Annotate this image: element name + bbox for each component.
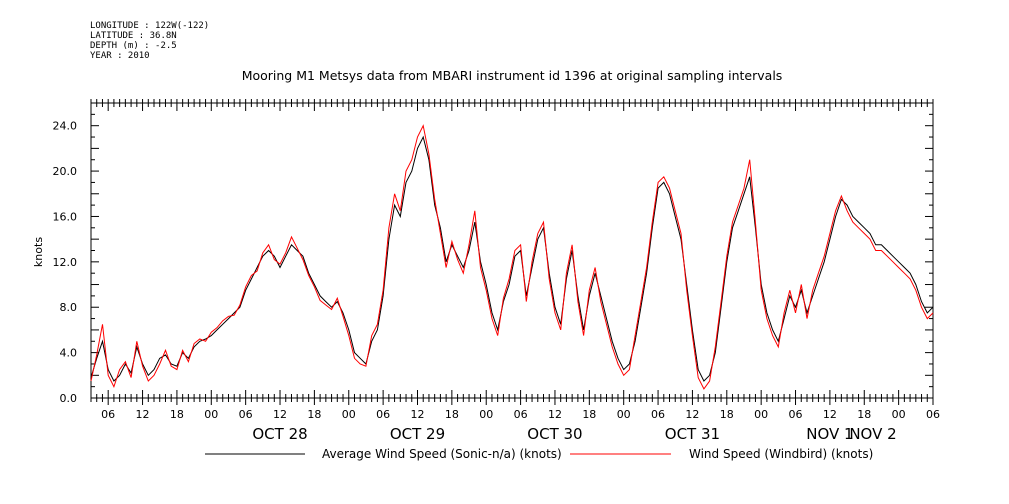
x-tick-label: 06 bbox=[239, 408, 253, 421]
x-tick-label: 18 bbox=[582, 408, 596, 421]
x-tick-label: 00 bbox=[204, 408, 218, 421]
y-tick-label: 16.0 bbox=[53, 210, 78, 223]
x-tick-label: 06 bbox=[926, 408, 940, 421]
y-tick-label: 12.0 bbox=[53, 256, 78, 269]
legend-label-windbird: Wind Speed (Windbird) (knots) bbox=[689, 447, 873, 461]
x-tick-label: 18 bbox=[720, 408, 734, 421]
x-day-label: OCT 29 bbox=[390, 425, 445, 443]
x-tick-label: 06 bbox=[514, 408, 528, 421]
series-windbird-line bbox=[90, 124, 934, 390]
x-tick-label: 00 bbox=[342, 408, 356, 421]
x-day-label: OCT 28 bbox=[252, 425, 307, 443]
x-tick-label: 00 bbox=[617, 408, 631, 421]
x-tick-label: 00 bbox=[479, 408, 493, 421]
x-day-label: OCT 31 bbox=[665, 425, 720, 443]
y-tick-label: 4.0 bbox=[60, 347, 78, 360]
x-tick-label: 12 bbox=[273, 408, 287, 421]
y-tick-label: 24.0 bbox=[53, 120, 78, 133]
station-metadata: LONGITUDE : 122W(-122) LATITUDE : 36.8N … bbox=[90, 21, 209, 61]
meta-depth: DEPTH (m) : -2.5 bbox=[90, 41, 177, 51]
x-tick-label: 18 bbox=[170, 408, 184, 421]
x-day-label: NOV 2 bbox=[849, 425, 896, 443]
chart-title: Mooring M1 Metsys data from MBARI instru… bbox=[242, 68, 783, 83]
legend: Average Wind Speed (Sonic-n/a) (knots) W… bbox=[205, 447, 873, 461]
y-tick-label: 20.0 bbox=[53, 165, 78, 178]
x-tick-label: 00 bbox=[754, 408, 768, 421]
legend-label-average: Average Wind Speed (Sonic-n/a) (knots) bbox=[322, 447, 562, 461]
x-tick-label: 12 bbox=[823, 408, 837, 421]
meta-longitude: LONGITUDE : 122W(-122) bbox=[90, 21, 210, 31]
meta-year: YEAR : 2010 bbox=[90, 51, 150, 61]
x-tick-label: 18 bbox=[857, 408, 871, 421]
x-tick-label: 00 bbox=[892, 408, 906, 421]
x-tick-label: 12 bbox=[685, 408, 699, 421]
y-tick-label: 8.0 bbox=[60, 301, 78, 314]
x-tick-label: 06 bbox=[376, 408, 390, 421]
x-day-label: OCT 30 bbox=[527, 425, 582, 443]
x-day-label: NOV 1 bbox=[806, 425, 853, 443]
y-tick-label: 0.0 bbox=[60, 392, 78, 405]
x-tick-label: 12 bbox=[410, 408, 424, 421]
plot-frame bbox=[90, 102, 934, 399]
x-tick-label: 18 bbox=[445, 408, 459, 421]
meta-latitude: LATITUDE : 36.8N bbox=[90, 31, 177, 41]
series-lines bbox=[90, 124, 934, 390]
x-tick-label: 06 bbox=[651, 408, 665, 421]
y-axis-label: knots bbox=[32, 237, 45, 267]
x-tick-label: 06 bbox=[101, 408, 115, 421]
axis-ticks: 0.0 4.0 8.0 12.0 16.0 20.0 24.0 06 12 18 00 06 12 18 0… bbox=[53, 99, 940, 443]
series-average-wind-line bbox=[90, 135, 934, 382]
x-tick-label: 18 bbox=[307, 408, 321, 421]
x-tick-label: 12 bbox=[548, 408, 562, 421]
x-tick-label: 06 bbox=[789, 408, 803, 421]
x-tick-label: 12 bbox=[136, 408, 150, 421]
